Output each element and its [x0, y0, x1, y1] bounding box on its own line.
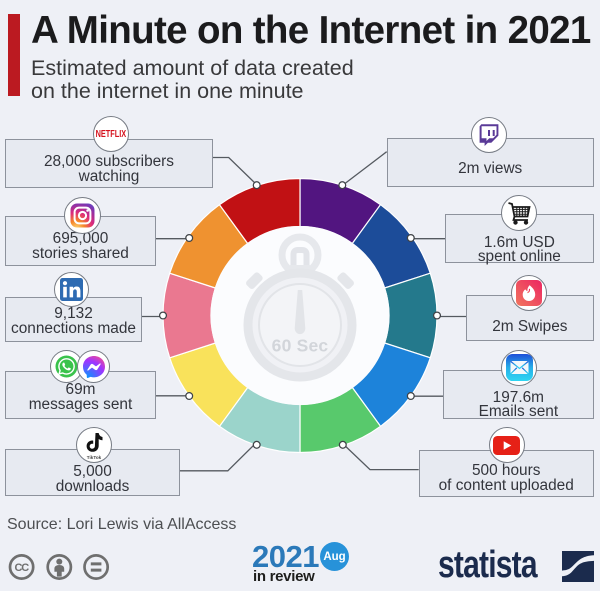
- svg-text:CC: CC: [15, 562, 30, 574]
- svg-text:60 Sec: 60 Sec: [272, 336, 329, 356]
- svg-text:TikTok: TikTok: [87, 455, 102, 460]
